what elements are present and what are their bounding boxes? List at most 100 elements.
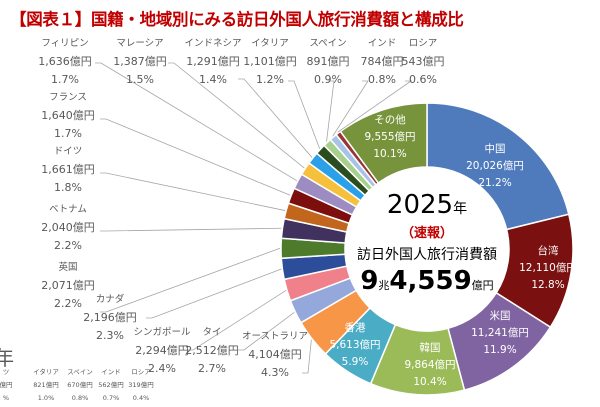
label-value-label: 543億円 [401,55,445,68]
previous-label-value-label: 562億円 [98,381,124,389]
previous-label-value-label: 319億円 [128,381,154,389]
label-pct: 1.5% [126,73,154,86]
label-pct: 11.9% [483,344,517,356]
previous-label-2: スペイン 670億円 0.8% [67,366,93,405]
label-pct: 2.3% [96,329,124,342]
label-name: カナダ [95,294,125,305]
previous-label-pct: 0.4% [132,394,150,402]
label-value-label: 9,864億円 [404,359,456,371]
label-pct: 1.7% [51,73,79,86]
label-name: スペイン [309,38,347,49]
center-year: 2025年 [357,190,497,224]
leader-line-17 [326,80,335,142]
label-value-label: 4,104億円 [248,348,302,361]
label-name: 台湾 [537,245,559,257]
data-label-14: マレーシア 1,387億円 1.5% [113,35,167,89]
leader-line-8 [146,268,282,319]
label-pct: 10.1% [373,148,407,160]
year-unit: 年 [453,201,468,217]
data-label-11: ドイツ 1,661億円 1.8% [41,143,95,197]
cho-unit: 兆 [378,279,390,292]
previous-label-name: インド [101,368,121,376]
leader-line-15 [238,78,313,158]
total-oku: 4,559 [389,266,472,296]
leader-line-5 [302,339,312,374]
data-label-13: フィリピン 1,636億円 1.7% [38,35,92,89]
data-label-9: 英国 2,071億円 2.2% [41,259,95,313]
leader-line-19 [337,80,413,133]
label-pct: 0.6% [409,73,437,86]
label-name: フィリピン [41,38,89,49]
label-value-label: 1,101億円 [243,55,297,68]
label-name: その他 [374,114,406,126]
label-pct: 1.8% [54,181,82,194]
label-name: 米国 [489,310,511,322]
label-name: フランス [49,92,87,103]
leader-line-14 [168,62,305,169]
data-label-17: スペイン 891億円 0.9% [307,35,350,89]
figure-title: 【図表１】国籍・地域別にみる訪日外国人旅行消費額と構成比 [10,10,464,29]
data-label-2: 米国 11,241億円 11.9% [471,308,529,359]
data-label-5: オーストラリア 4,104億円 4.3% [242,328,308,382]
label-pct: 1.4% [199,73,227,86]
label-name: インド [367,38,397,49]
label-value-label: 1,636億円 [38,55,92,68]
previous-label-pct: 0.7% [102,394,120,402]
label-name: ベトナム [49,204,87,215]
label-value-label: 2,071億円 [41,279,95,292]
data-label-0: 中国 20,026億円 21.2% [466,141,524,192]
previous-label-name: ツ [2,368,10,376]
label-name: イタリア [251,38,289,49]
label-value-label: 11,241億円 [471,327,529,339]
label-value-label: 891億円 [306,55,350,68]
previous-label-name: ロシア [131,368,151,376]
label-value-label: 2,040億円 [41,221,95,234]
data-label-4: 香港 5,613億円 5.9% [329,320,380,371]
label-value-label: 1,640億円 [41,109,95,122]
label-value-label: 2,196億円 [83,311,137,324]
label-value-label: 12,110億円 [519,262,577,274]
leader-line-9 [100,247,281,313]
label-pct: 12.8% [531,279,565,291]
label-name: 韓国 [419,342,441,354]
previous-label-pct: 0.8% [71,394,89,402]
leader-line-6 [238,312,295,351]
label-value-label: 2,512億円 [185,344,239,357]
label-pct: 0.8% [368,73,396,86]
previous-label-value-label: 億円 [0,381,13,389]
leader-line-18 [332,80,369,137]
year-value: 2025 [386,190,454,220]
label-pct: 2.2% [54,297,82,310]
data-label-19: ロシア 543億円 0.6% [402,35,445,89]
label-value-label: 5,613億円 [329,339,381,351]
previous-label-1: イタリア 821億円 1.0% [33,366,59,405]
label-value-label: 1,291億円 [186,55,240,68]
label-value-label: 20,026億円 [466,160,524,172]
previous-label-4: ロシア 319億円 0.4% [128,366,153,405]
label-value-label: 9,555億円 [364,131,416,143]
data-label-20: その他 9,555億円 10.1% [364,112,415,163]
center-summary: 2025年 （速報） 訪日外国人旅行消費額 9兆4,559億円 [357,190,497,301]
label-name: 英国 [58,262,78,273]
data-label-8: カナダ 2,196億円 2.3% [83,291,137,345]
label-name: 香港 [344,322,366,334]
data-label-15: インドネシア 1,291億円 1.4% [184,35,241,89]
leader-line-16 [288,80,321,149]
data-label-1: 台湾 12,110億円 12.8% [519,243,577,294]
label-pct: 5.9% [341,356,369,368]
slice-0 [426,102,570,231]
leader-line-11 [100,172,286,211]
label-pct: 2.4% [148,362,176,375]
label-name: マレーシア [116,38,164,49]
label-pct: 1.7% [54,127,82,140]
label-value-label: 784億円 [360,55,404,68]
label-value-label: 2,294億円 [135,344,189,357]
data-label-18: インド 784億円 0.8% [361,35,404,89]
oku-unit: 億円 [471,279,494,292]
previous-label-pct: % [2,394,10,402]
preliminary-note: （速報） [400,226,453,241]
total-amount: 9兆4,559億円 [357,266,497,301]
label-value-label: 1,387億円 [113,55,167,68]
data-label-7: シンガポール 2,294億円 2.4% [133,324,190,378]
center-label: 訪日外国人旅行消費額 [357,247,497,263]
